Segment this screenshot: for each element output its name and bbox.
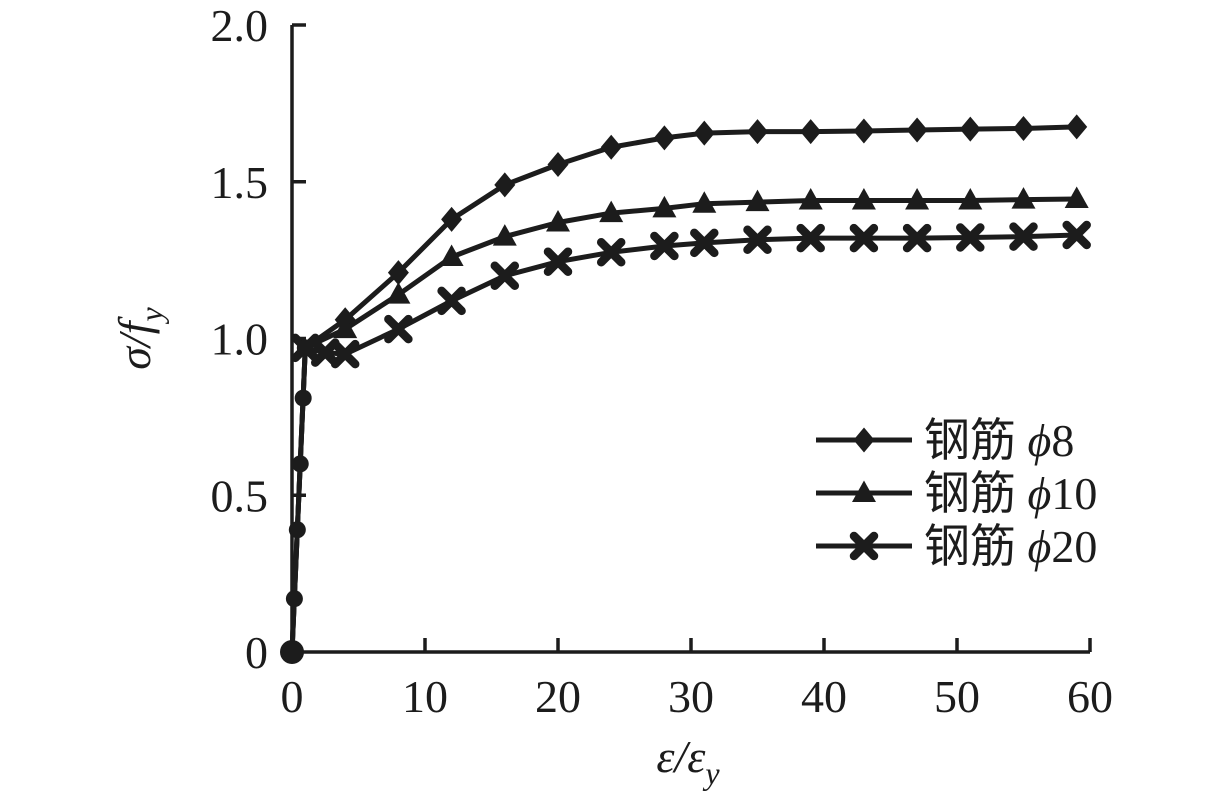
y-tick-label: 2.0 bbox=[211, 0, 269, 51]
phi8-marker bbox=[853, 118, 875, 144]
y-tick-label: 1.5 bbox=[211, 157, 269, 208]
x-tick-label: 60 bbox=[1067, 671, 1113, 722]
phi20-marker bbox=[650, 231, 679, 261]
phi10-marker bbox=[798, 188, 823, 210]
rise-marker bbox=[294, 389, 312, 407]
phi20-marker bbox=[690, 228, 719, 258]
phi10-marker bbox=[652, 195, 677, 218]
phi20-marker bbox=[956, 223, 985, 252]
phi10-marker bbox=[439, 244, 464, 266]
rise-marker bbox=[285, 590, 303, 608]
phi20-marker bbox=[437, 286, 466, 316]
y-tick-label: 0 bbox=[245, 627, 268, 678]
y-axis-title: σ/fy bbox=[109, 306, 169, 369]
phi10-marker bbox=[1011, 187, 1036, 209]
phi20-marker bbox=[796, 223, 825, 253]
phi10-marker bbox=[492, 224, 517, 246]
x-tick-label: 0 bbox=[281, 671, 304, 722]
series-phi20-markers bbox=[291, 220, 1091, 369]
phi20-marker bbox=[596, 238, 626, 267]
y-tick-label: 1.0 bbox=[211, 314, 269, 365]
phi8-marker bbox=[747, 119, 768, 145]
phi8-marker bbox=[800, 119, 822, 145]
rise-marker bbox=[296, 339, 314, 357]
phi10-marker bbox=[905, 188, 930, 210]
x-tick-label: 50 bbox=[934, 671, 980, 722]
legend-label: 钢筋 ϕ8 bbox=[924, 415, 1074, 466]
phi10-marker bbox=[1064, 186, 1089, 208]
phi10-marker bbox=[599, 200, 624, 223]
x-tick-label: 30 bbox=[668, 671, 714, 722]
x-ticks: 0 10 20 30 40 50 60 bbox=[281, 638, 1113, 722]
y-ticks: 0 0.5 1.0 1.5 2.0 bbox=[211, 0, 306, 678]
phi8-marker bbox=[1013, 115, 1034, 141]
shared-rise-markers bbox=[280, 339, 314, 664]
legend-item-phi20: 钢筋 ϕ20 bbox=[816, 521, 1097, 572]
phi10-marker bbox=[692, 191, 717, 213]
phi8-marker bbox=[547, 152, 569, 178]
phi8-marker bbox=[387, 260, 409, 286]
phi10-marker bbox=[546, 210, 570, 232]
phi20-marker bbox=[490, 261, 520, 291]
legend-item-phi10: 钢筋 ϕ10 bbox=[816, 468, 1097, 519]
phi20-marker bbox=[384, 314, 413, 344]
phi20-marker bbox=[1009, 222, 1038, 251]
phi10-marker bbox=[745, 189, 770, 212]
phi8-marker bbox=[653, 125, 675, 151]
phi20-marker bbox=[743, 225, 772, 254]
phi10-marker bbox=[333, 316, 358, 339]
phi10-marker bbox=[851, 188, 876, 210]
legend-item-phi8: 钢筋 ϕ8 bbox=[816, 415, 1074, 466]
legend-phi8-marker bbox=[853, 427, 875, 453]
x-tick-label: 40 bbox=[801, 671, 847, 722]
rise-marker bbox=[291, 455, 309, 473]
phi20-marker bbox=[330, 339, 360, 369]
phi8-marker bbox=[693, 120, 715, 146]
phi8-marker bbox=[1066, 114, 1088, 140]
rise-marker bbox=[288, 521, 306, 539]
phi8-marker bbox=[906, 117, 928, 143]
y-tick-label: 0.5 bbox=[211, 470, 269, 521]
phi20-marker bbox=[902, 223, 932, 253]
phi8-marker bbox=[600, 134, 622, 160]
origin-marker bbox=[280, 640, 304, 664]
legend-phi20-marker bbox=[849, 531, 879, 561]
phi10-marker bbox=[386, 282, 411, 304]
legend-label: 钢筋 ϕ20 bbox=[924, 521, 1097, 572]
phi20-marker bbox=[849, 223, 879, 253]
phi10-marker bbox=[958, 188, 983, 210]
phi20-marker bbox=[1062, 220, 1091, 250]
phi8-marker bbox=[441, 206, 463, 232]
legend-label: 钢筋 ϕ10 bbox=[924, 468, 1097, 519]
x-axis-title: ε/εy bbox=[656, 731, 720, 791]
x-tick-label: 10 bbox=[402, 671, 448, 722]
legend-phi10-marker bbox=[852, 480, 876, 502]
phi8-marker bbox=[494, 172, 516, 198]
phi20-marker bbox=[543, 247, 573, 276]
series-phi10-markers bbox=[333, 186, 1089, 339]
x-tick-label: 20 bbox=[535, 671, 581, 722]
phi8-marker bbox=[959, 116, 981, 142]
